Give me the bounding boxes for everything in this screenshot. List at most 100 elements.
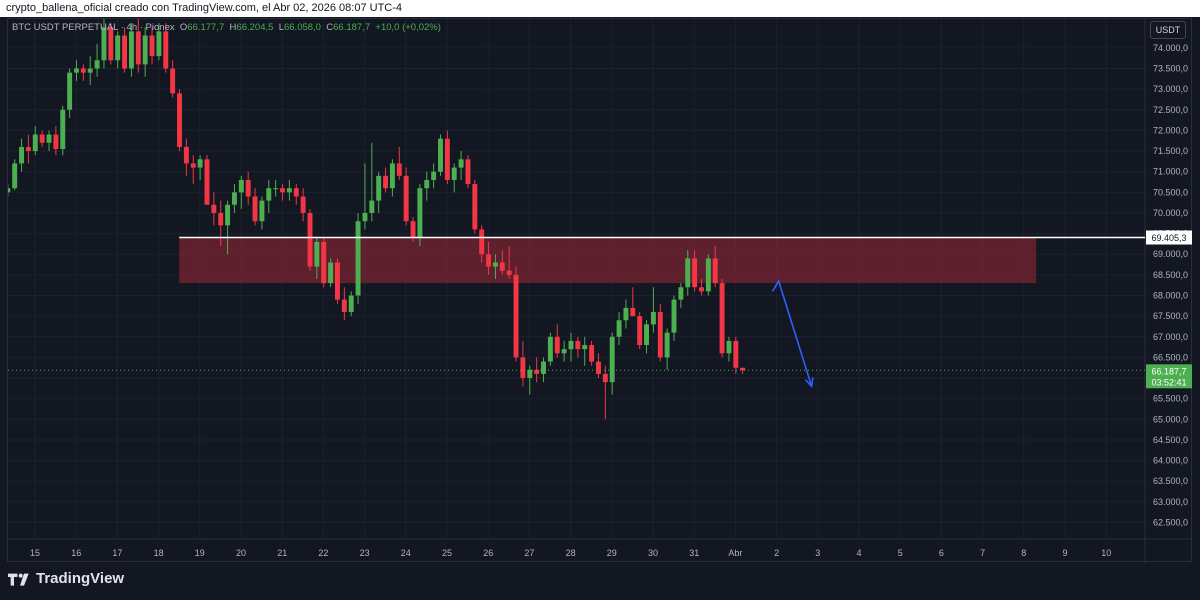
candle	[630, 287, 636, 317]
candle	[534, 357, 540, 383]
candle-body	[383, 175, 389, 189]
x-tick-label: 27	[524, 548, 534, 558]
candle	[568, 332, 574, 362]
level-price-label: 69.405,3	[1151, 233, 1186, 243]
y-tick-label: 66.500,0	[1153, 352, 1188, 362]
y-tick-label: 71.500,0	[1153, 146, 1188, 156]
candle-body	[286, 188, 292, 193]
candle	[225, 200, 231, 255]
x-tick-label: 20	[236, 548, 246, 558]
level-price-tag	[1146, 230, 1192, 245]
x-tick-label: 17	[112, 548, 122, 558]
candle-body	[87, 68, 93, 73]
close-label: C	[326, 22, 334, 33]
candle	[101, 19, 107, 69]
candle	[108, 23, 114, 65]
candle	[376, 171, 382, 213]
symbol-legend: BTC USDT PERPETUAL · 4h · Pionex O66.177…	[12, 22, 441, 33]
candle-body	[348, 295, 354, 313]
candle	[25, 134, 31, 164]
candle-body	[170, 68, 176, 94]
candle	[589, 340, 595, 366]
candle-body	[396, 163, 402, 176]
candle	[177, 89, 182, 152]
x-tick-label: 3	[815, 548, 820, 558]
candle	[458, 151, 464, 180]
candle	[211, 192, 217, 226]
candle-body	[582, 345, 588, 350]
tradingview-logo[interactable]: TradingView	[8, 570, 124, 587]
candle-body	[328, 262, 334, 284]
candle	[465, 155, 471, 189]
candle	[506, 245, 512, 279]
candle	[67, 68, 73, 119]
x-tick-label: 8	[1021, 548, 1026, 558]
candle-body	[238, 179, 244, 193]
candle	[307, 208, 313, 271]
chart-area[interactable]: 62.500,0 63.000,0 63.500,0 64.000,0 64.500,0…	[7, 18, 1193, 563]
x-tick-label: 29	[607, 548, 617, 558]
candle	[726, 336, 732, 362]
candle-body	[74, 68, 79, 73]
candle	[328, 258, 334, 288]
candle-body	[60, 109, 66, 149]
candle	[273, 179, 279, 197]
y-tick-label: 64.000,0	[1153, 456, 1188, 466]
candle	[245, 171, 251, 205]
annotation-lines	[8, 236, 1145, 389]
x-tick-label: 10	[1101, 548, 1111, 558]
x-tick-label: 30	[648, 548, 658, 558]
grid	[8, 19, 1193, 563]
candle-body	[705, 258, 711, 292]
last-price-tag	[1146, 364, 1192, 389]
candle	[252, 188, 258, 226]
candle	[547, 332, 553, 366]
candle-body	[692, 258, 698, 288]
candle	[280, 184, 286, 201]
candle-body	[190, 163, 196, 168]
candle-body	[561, 349, 567, 354]
candle-body	[183, 146, 189, 164]
candle-body	[568, 340, 574, 350]
candle-body	[575, 340, 581, 350]
x-tick-label: 19	[195, 548, 205, 558]
candle-body	[733, 340, 739, 368]
candle-body	[128, 31, 134, 69]
candle	[218, 200, 224, 246]
y-tick-label: 65.000,0	[1153, 414, 1188, 424]
x-tick-label: 23	[360, 548, 370, 558]
candle	[266, 179, 272, 213]
candle-body	[589, 345, 595, 362]
y-tick-label: 73.500,0	[1153, 64, 1188, 74]
candle	[335, 258, 340, 304]
candle-body	[678, 287, 684, 300]
y-tick-label: 65.500,0	[1153, 394, 1188, 404]
candle	[80, 64, 86, 81]
candle-body	[712, 258, 718, 284]
candle-body	[231, 192, 237, 205]
x-tick-label: 18	[154, 548, 164, 558]
candle	[554, 324, 560, 358]
candle-body	[211, 204, 217, 213]
candle-body	[53, 134, 59, 149]
candle-body	[630, 307, 636, 317]
y-tick-label: 70.500,0	[1153, 187, 1188, 197]
candle-body	[273, 188, 279, 190]
candle-body	[657, 312, 663, 358]
y-tick-label: 71.000,0	[1153, 167, 1188, 177]
x-tick-label: 7	[980, 548, 985, 558]
tradingview-logo-icon	[8, 573, 29, 586]
y-tick-label: 74.000,0	[1153, 43, 1188, 53]
candle	[204, 155, 210, 205]
candle-body	[245, 179, 251, 197]
candle	[403, 167, 409, 226]
open-value: 66.177,7	[187, 22, 225, 33]
candle	[486, 241, 492, 275]
candle	[396, 146, 402, 180]
candle-body	[108, 27, 114, 61]
candlestick-chart[interactable]: 62.500,0 63.000,0 63.500,0 64.000,0 64.500,0…	[8, 19, 1193, 563]
candle-body	[142, 35, 148, 65]
x-tick-label: Abr	[728, 548, 742, 558]
currency-button[interactable]: USDT	[1150, 21, 1186, 39]
candle	[135, 19, 141, 73]
